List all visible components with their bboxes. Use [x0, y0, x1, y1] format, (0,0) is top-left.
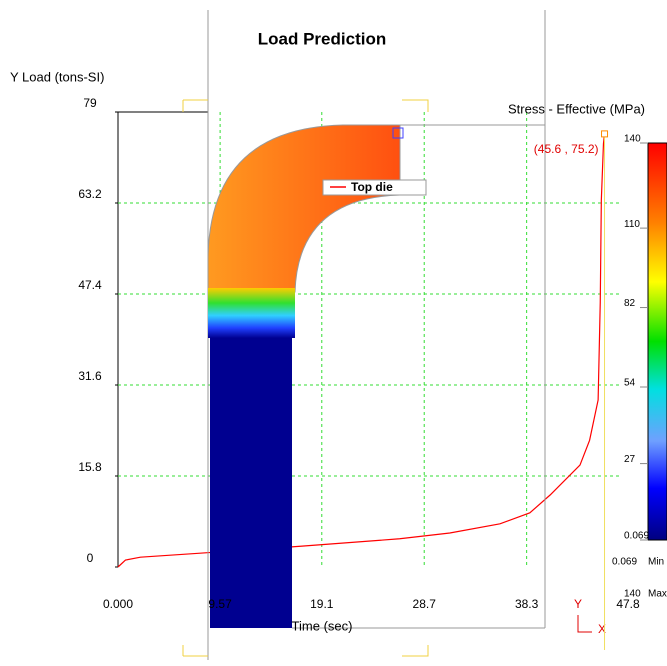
chart: Load Prediction Y Load (tons-SI) Time (s… [0, 0, 667, 666]
x-tick-label: 9.57 [208, 597, 232, 611]
y-tick-label: 15.8 [78, 460, 102, 474]
die-part [208, 125, 400, 292]
x-axis-label: Time (sec) [292, 618, 353, 633]
cursor-marker [602, 131, 608, 137]
colorbar-title: Stress - Effective (MPa) [508, 101, 645, 116]
y-tick-label: 63.2 [78, 187, 102, 201]
x-tick-label: 19.1 [310, 597, 334, 611]
cursor-label: (45.6 , 75.2) [534, 142, 599, 156]
x-tick-label: 0.000 [103, 597, 133, 611]
colorbar-max-label: Max [648, 589, 667, 600]
colorbar-tick-label: 140 [624, 134, 641, 145]
triad [578, 615, 592, 632]
y-tick-label: 47.4 [78, 278, 102, 292]
stress-band [208, 288, 295, 338]
colorbar-max: 140 [624, 589, 641, 600]
geometry [183, 10, 545, 660]
colorbar-tick-label: 0.069 [624, 531, 649, 542]
y-tick-label: 0 [87, 551, 94, 565]
workpiece [210, 300, 292, 628]
y-tick-label: 31.6 [78, 369, 102, 383]
colorbar-min: 0.069 [612, 557, 637, 568]
colorbar-min-label: Min [648, 557, 664, 568]
y-tick-label: 79 [83, 96, 97, 110]
x-tick-label: 38.3 [515, 597, 539, 611]
x-tick-label: 28.7 [413, 597, 437, 611]
colorbar-tick-label: 82 [624, 298, 636, 309]
colorbar [648, 143, 667, 540]
legend-label: Top die [351, 180, 393, 194]
colorbar-tick-label: 27 [624, 454, 636, 465]
chart-title: Load Prediction [258, 29, 386, 48]
colorbar-tick-label: 110 [624, 219, 640, 230]
y-axis-label: Y Load (tons-SI) [10, 69, 104, 84]
triad-y: Y [574, 597, 582, 611]
colorbar-tick-label: 54 [624, 378, 636, 389]
